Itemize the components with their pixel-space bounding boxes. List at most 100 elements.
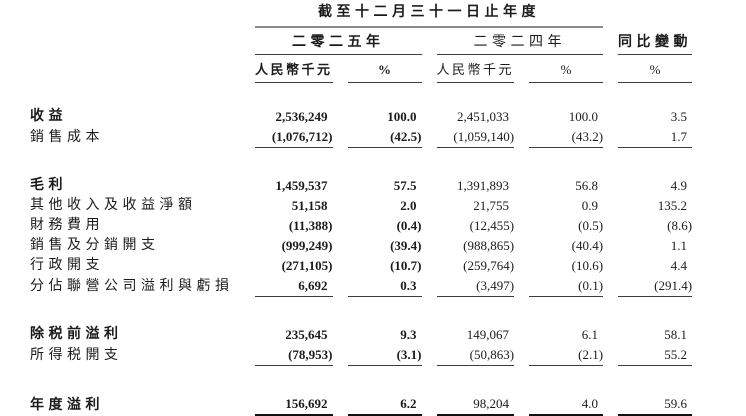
group-header-yoy-change: 同比變動 <box>618 28 693 55</box>
row-label: 年度溢利 <box>30 397 104 413</box>
value-cell: (42.5) <box>347 127 422 148</box>
table-row: 除税前溢利 235,645 9.3 149,067 6.1 58.1 <box>30 325 692 345</box>
value-cell: (271,105) <box>281 258 333 273</box>
spacer-cell <box>30 148 692 176</box>
value-cell: (291.4) <box>618 276 693 297</box>
value-cell: 4.9 <box>670 178 688 193</box>
value-cell: 6.1 <box>581 327 599 342</box>
value-cell: (0.4) <box>396 218 422 233</box>
row-label: 財務費用 <box>30 218 104 233</box>
value-cell: (78,953) <box>255 345 333 366</box>
value-cell: (10.7) <box>390 258 422 273</box>
value-cell: 1.1 <box>670 238 688 253</box>
value-cell: 57.5 <box>393 178 417 193</box>
period-title-row: 截至十二月三十一日止年度 <box>30 3 692 28</box>
row-label: 其他收入及收益淨額 <box>30 198 197 213</box>
spacer-row <box>30 297 692 325</box>
value-cell: 58.1 <box>664 327 688 342</box>
empty-cell <box>618 3 692 28</box>
value-cell: 4.4 <box>670 258 688 273</box>
value-cell: 2,536,249 <box>275 109 328 124</box>
table-row: 收益 2,536,249 100.0 2,451,033 100.0 3.5 <box>30 107 692 127</box>
corner-cell <box>30 3 240 28</box>
value-cell: (43.2) <box>529 127 604 148</box>
row-label: 毛利 <box>30 178 67 193</box>
value-cell: 59.6 <box>618 394 693 416</box>
table-row: 銷售及分銷開支 (999,249) (39.4) (988,865) (40.4) 1.1 <box>30 236 692 256</box>
value-cell: 1,459,537 <box>275 178 328 193</box>
header-gap-row <box>30 83 692 107</box>
row-label: 行政開支 <box>30 258 104 273</box>
value-cell: (0.1) <box>529 276 604 297</box>
corner-cell <box>30 55 240 83</box>
value-cell: 100.0 <box>568 109 599 124</box>
value-cell: (259,764) <box>463 258 515 273</box>
corner-cell <box>30 28 240 55</box>
table-row: 分佔聯營公司溢利與虧損 6,692 0.3 (3,497) (0.1) (291.4) <box>30 276 693 297</box>
spacer-cell <box>30 83 692 107</box>
value-cell: 149,067 <box>466 327 510 342</box>
table-body: 收益 2,536,249 100.0 2,451,033 100.0 3.5 銷售成本 (1,… <box>30 107 693 416</box>
value-cell: 51,158 <box>291 198 328 213</box>
table-row: 年度溢利 156,692 6.2 98,204 4.0 59.6 <box>30 394 693 416</box>
value-cell: 235,645 <box>285 327 328 342</box>
value-cell: 156,692 <box>255 394 333 416</box>
row-label: 除税前溢利 <box>30 327 123 342</box>
table-row: 行政開支 (271,105) (10.7) (259,764) (10.6) 4.4 <box>30 256 692 276</box>
value-cell: 2.0 <box>400 198 417 213</box>
row-label: 收益 <box>30 109 67 124</box>
value-cell: (988,865) <box>463 238 515 253</box>
value-cell: 4.0 <box>529 394 604 416</box>
group-header-2025: 二零二五年 <box>255 28 422 55</box>
value-cell: (40.4) <box>571 238 604 253</box>
value-cell: (8.6) <box>667 218 693 233</box>
column-header-row: 人民幣千元 % 人民幣千元 % % <box>30 55 693 83</box>
row-label: 銷售成本 <box>30 129 104 145</box>
value-cell: (11,388) <box>288 218 333 233</box>
col-header-rmb-2024: 人民幣千元 <box>436 55 515 83</box>
value-cell: 6.2 <box>347 394 422 416</box>
value-cell: (3,497) <box>436 276 515 297</box>
value-cell: (0.5) <box>578 218 604 233</box>
value-cell: (1,059,140) <box>436 127 515 148</box>
year-group-row: 二零二五年 二零二四年 同比變動 <box>30 28 693 55</box>
value-cell: (50,863) <box>436 345 515 366</box>
row-label: 分佔聯營公司溢利與虧損 <box>30 278 234 294</box>
spacer-row <box>30 366 692 394</box>
spacer-cell <box>30 366 692 394</box>
col-header-pct-2025: % <box>347 55 422 83</box>
value-cell: 0.3 <box>347 276 422 297</box>
value-cell: (2.1) <box>529 345 604 366</box>
row-label: 銷售及分銷開支 <box>30 238 160 253</box>
value-cell: (39.4) <box>390 238 422 253</box>
value-cell: (1,076,712) <box>255 127 333 148</box>
table-row: 銷售成本 (1,076,712) (42.5) (1,059,140) (43.2) 1.… <box>30 127 693 148</box>
spacer-cell <box>30 297 692 325</box>
value-cell: 1.7 <box>618 127 693 148</box>
period-title: 截至十二月三十一日止年度 <box>255 3 604 28</box>
value-cell: (12,455) <box>469 218 515 233</box>
value-cell: 21,755 <box>473 198 510 213</box>
table-row: 毛利 1,459,537 57.5 1,391,893 56.8 4.9 <box>30 176 692 196</box>
value-cell: 2,451,033 <box>457 109 510 124</box>
table-row: 財務費用 (11,388) (0.4) (12,455) (0.5) (8.6) <box>30 216 692 236</box>
income-statement-table: 截至十二月三十一日止年度 二零二五年 二零二四年 同比變動 人民幣千元 % 人民… <box>15 3 707 416</box>
value-cell: 98,204 <box>436 394 515 416</box>
value-cell: 135.2 <box>657 198 688 213</box>
value-cell: 3.5 <box>670 109 688 124</box>
value-cell: 1,391,893 <box>457 178 510 193</box>
col-header-pct-2024: % <box>529 55 604 83</box>
value-cell: 9.3 <box>400 327 417 342</box>
value-cell: 55.2 <box>618 345 693 366</box>
value-cell: 0.9 <box>581 198 599 213</box>
group-header-2024: 二零二四年 <box>436 28 604 55</box>
value-cell: (999,249) <box>281 238 333 253</box>
col-header-pct-yoy: % <box>618 55 693 83</box>
value-cell: 6,692 <box>255 276 333 297</box>
value-cell: (10.6) <box>571 258 604 273</box>
spacer-row <box>30 148 692 176</box>
value-cell: 56.8 <box>575 178 599 193</box>
value-cell: 100.0 <box>387 109 417 124</box>
col-header-rmb-2025: 人民幣千元 <box>255 55 333 83</box>
